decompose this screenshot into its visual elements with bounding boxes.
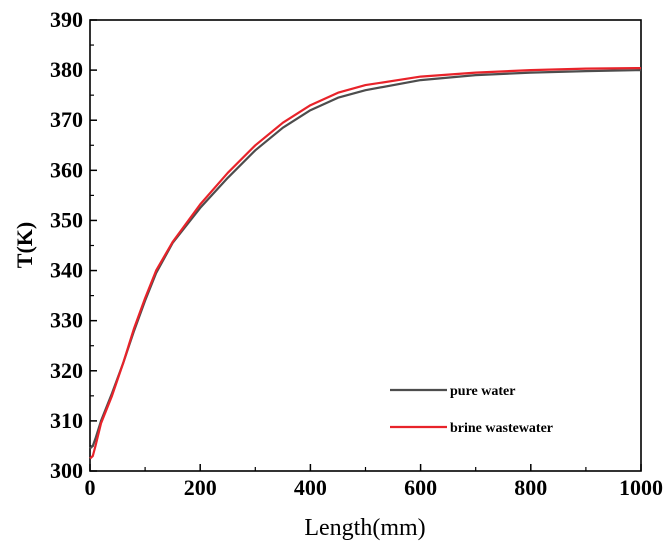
x-tick-label: 400 <box>294 475 327 500</box>
y-tick-label: 330 <box>50 308 83 333</box>
series-line-pure-water <box>89 69 642 450</box>
legend: pure water brine wastewater <box>390 384 553 436</box>
y-tick-label: 350 <box>50 207 83 232</box>
y-tick-label: 380 <box>50 57 83 82</box>
x-tick-label: 0 <box>85 475 96 500</box>
y-tick-label: 310 <box>50 408 83 433</box>
x-tick-label: 600 <box>404 475 437 500</box>
y-tick-label: 300 <box>50 458 83 483</box>
y-tick-label: 340 <box>50 258 83 283</box>
axis-ticks: 0 200 400 600 800 1000 300 310 320 330 340 350 360 37… <box>50 7 663 500</box>
y-tick-label: 320 <box>50 358 83 383</box>
x-axis-title: Length(mm) <box>304 515 425 541</box>
plot-frame <box>89 19 642 472</box>
legend-label: brine wastewater <box>450 421 553 436</box>
y-axis-title: T(K) <box>12 222 37 268</box>
x-tick-label: 200 <box>184 475 217 500</box>
y-tick-label: 360 <box>50 157 83 182</box>
y-tick-label: 370 <box>50 107 83 132</box>
y-tick-label: 390 <box>50 7 83 32</box>
legend-label: pure water <box>450 384 515 399</box>
x-tick-label: 800 <box>514 475 547 500</box>
series-line-brine-wastewater <box>89 67 642 460</box>
x-tick-label: 1000 <box>619 475 663 500</box>
series-group <box>89 67 642 460</box>
